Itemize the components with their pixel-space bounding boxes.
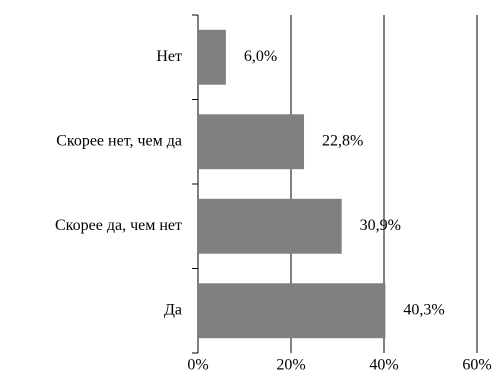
value-label: 30,9% bbox=[360, 217, 401, 234]
value-label: 40,3% bbox=[403, 301, 444, 318]
x-tick-label: 0% bbox=[187, 357, 208, 374]
bar bbox=[198, 29, 226, 85]
y-tick-label: Скорее нет, чем да bbox=[56, 132, 182, 149]
bar bbox=[198, 198, 342, 254]
bar bbox=[198, 114, 305, 170]
bar bbox=[198, 283, 386, 339]
y-tick-label: Нет bbox=[156, 48, 182, 65]
y-tick-label: Да bbox=[164, 301, 182, 318]
value-label: 6,0% bbox=[244, 48, 277, 65]
y-tick-label: Скорее да, чем нет bbox=[55, 217, 182, 234]
value-label: 22,8% bbox=[322, 132, 363, 149]
x-tick-label: 20% bbox=[276, 357, 305, 374]
x-tick-label: 40% bbox=[369, 357, 398, 374]
x-tick-label: 60% bbox=[462, 357, 491, 374]
